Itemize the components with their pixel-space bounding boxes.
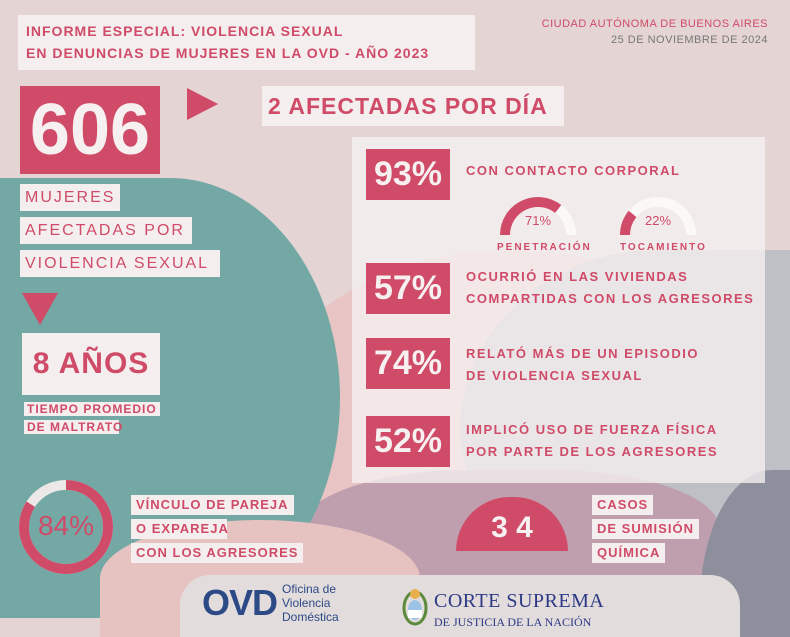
total-label-line: AFECTADAS POR [25,222,185,239]
gauge-value: 71% [524,213,552,228]
bg-bottom-band [180,575,740,637]
stat-value: 52% [373,422,443,460]
stat-value: 57% [373,269,443,307]
stat-value: 93% [373,155,443,193]
title-line-1: INFORME ESPECIAL: VIOLENCIA SEXUAL [26,23,344,39]
chemical-label-line: DE SUMISIÓN [597,521,694,536]
arrow-right-icon [187,88,218,120]
per-day-box: 2 AFECTADAS POR DÍA [262,86,564,126]
stat-text: OCURRIÓ EN LAS VIVIENDAS COMPARTIDAS CON … [466,266,754,310]
duration-value: 8 AÑOS [32,347,150,380]
donut-fill [19,480,113,574]
chemical-label-line: QUÍMICA [597,545,661,560]
stat-value: 74% [373,344,443,382]
partner-label-line: CON LOS AGRESORES [136,545,299,560]
total-label-line: MUJERES [25,189,116,206]
stat-box: 93% [366,149,450,200]
ovd-logo: OVD Oficina de Violencia Doméstica [202,582,339,624]
ovd-text: Violencia [282,596,331,610]
csjn-logo: CORTE SUPREMA DE JUSTICIA DE LA NACIÓN [434,590,604,630]
gauge-label-text: PENETRACIÓN [497,242,592,253]
gauge-label: PENETRACIÓN [497,237,592,255]
stat-line-2: COMPARTIDAS CON LOS AGRESORES [466,291,755,306]
chemical-label: CASOS DE SUMISIÓN QUÍMICA [592,495,699,563]
total-box: 606 [20,86,160,174]
stat-box: 57% [366,263,450,314]
per-day-text: 2 AFECTADAS POR DÍA [268,92,548,119]
coat-of-arms-icon [402,589,428,626]
stat-line-1: OCURRIÓ EN LAS VIVIENDAS [466,269,689,284]
partner-label: VÍNCULO DE PAREJA O EXPAREJA CON LOS AGR… [131,495,304,563]
duration-box: 8 AÑOS [22,333,160,395]
csjn-line-1: CORTE SUPREMA [434,590,605,612]
stat-text: CON CONTACTO CORPORAL [466,160,680,182]
total-label-line: VIOLENCIA SEXUAL [25,255,210,272]
ovd-text: Doméstica [282,610,339,624]
partner-donut [19,480,113,574]
stat-box: 52% [366,416,450,467]
chemical-label-line: CASOS [597,497,649,512]
gauge-fill [620,210,637,236]
gauge-label: TOCAMIENTO [620,237,707,255]
location: CIUDAD AUTÓNOMA DE BUENOS AIRES [541,18,768,30]
ovd-text: Oficina de [282,582,337,596]
partner-value: 84% [37,510,95,541]
title-line-2: EN DENUNCIAS DE MUJERES EN LA OVD - AÑO … [26,45,430,61]
stat-line-2: DE VIOLENCIA SEXUAL [466,368,643,383]
title-box: INFORME ESPECIAL: VIOLENCIA SEXUAL EN DE… [18,15,475,70]
stat-line-2: POR PARTE DE LOS AGRESORES [466,444,719,459]
stat-text: IMPLICÓ USO DE FUERZA FÍSICA POR PARTE DE… [466,419,718,463]
arrow-down-icon [22,293,58,325]
chemical-value: 3 4 [491,511,533,544]
stat-line-1: CON CONTACTO CORPORAL [466,163,681,178]
gauge-label-text: TOCAMIENTO [620,242,707,253]
header-meta: CIUDAD AUTÓNOMA DE BUENOS AIRES 25 DE NO… [542,18,768,46]
ovd-mark: OVD [202,582,278,623]
stat-text: RELATÓ MÁS DE UN EPISODIO DE VIOLENCIA SE… [466,343,699,387]
duration-label-line-2: DE MALTRATO [24,420,122,434]
total-value: 606 [29,90,151,170]
partner-label-line: O EXPAREJA [136,521,229,536]
gauge-fill [500,197,562,236]
stat-line-1: IMPLICÓ USO DE FUERZA FÍSICA [466,422,718,437]
stat-box: 74% [366,338,450,389]
duration-label: TIEMPO PROMEDIO DE MALTRATO [24,402,160,434]
stat-line-1: RELATÓ MÁS DE UN EPISODIO [466,346,699,361]
date: 25 DE NOVIEMBRE DE 2024 [610,34,768,46]
gauge-value: 22% [644,213,672,228]
total-label: MUJERES AFECTADAS POR VIOLENCIA SEXUAL [20,184,220,277]
csjn-line-2: DE JUSTICIA DE LA NACIÓN [434,615,592,629]
gauges [500,197,696,236]
duration-label-line-1: TIEMPO PROMEDIO [24,402,160,416]
partner-label-line: VÍNCULO DE PAREJA [136,497,289,512]
